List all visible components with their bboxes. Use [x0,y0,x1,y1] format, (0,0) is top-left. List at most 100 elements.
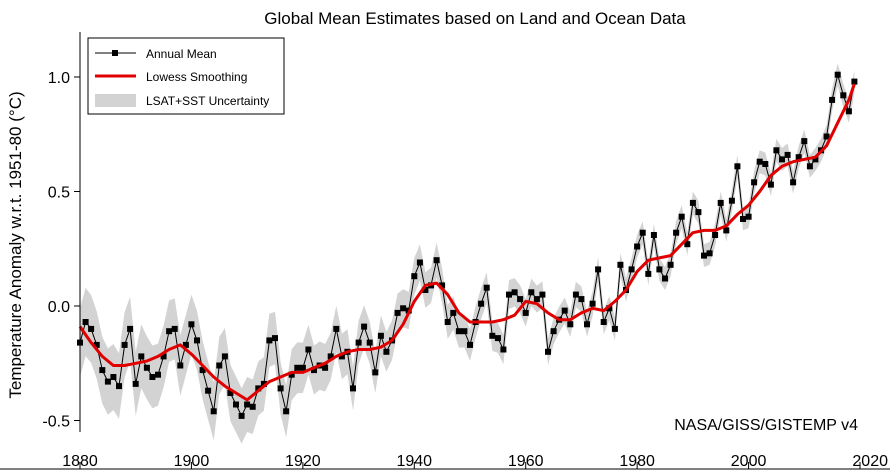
annual-mean-point [678,213,685,220]
annual-mean-point [589,300,596,307]
source-annotation: NASA/GISS/GISTEMP v4 [674,417,858,434]
x-tick-label: 1940 [396,453,432,470]
annual-mean-point [522,309,529,316]
x-tick-label: 1900 [174,453,210,470]
annual-mean-point [572,291,579,298]
annual-mean-point [383,348,390,355]
annual-mean-point [494,335,501,342]
annual-mean-point [784,151,791,158]
annual-mean-point [338,353,345,360]
annual-mean-point [455,328,462,335]
annual-mean-point [422,287,429,293]
annual-mean-point [606,305,613,312]
annual-mean-point [840,92,847,99]
legend-uncertainty-label: LSAT+SST Uncertainty [146,94,269,108]
y-tick-label: 0.0 [48,299,70,316]
annual-mean-point [233,401,239,408]
y-tick-label: 1.0 [48,70,70,87]
y-tick-label: -0.5 [42,414,70,431]
annual-mean-point [567,321,574,328]
uncertainty-band [80,63,855,444]
annual-mean-point [400,305,407,312]
chart-title: Global Mean Estimates based on Land and … [264,9,686,28]
annual-mean-point [299,364,306,371]
annual-mean-point [539,291,546,298]
annual-mean-point [506,291,512,298]
annual-mean-point [149,374,156,380]
annual-mean-point [662,275,668,282]
annual-mean-point [628,266,635,273]
annual-mean-point [689,199,696,206]
annual-mean-point [444,319,451,325]
annual-mean-point [361,323,368,330]
annual-mean-point [210,408,217,415]
annual-mean-point [283,408,290,415]
annual-mean-point [160,353,167,360]
annual-mean-point [394,309,401,316]
annual-mean-point [611,325,618,332]
annual-mean-point [143,364,150,371]
annual-mean-point [433,257,440,264]
annual-mean-point [773,147,780,154]
x-tick-label: 2020 [852,453,888,470]
annual-mean-point [155,371,161,378]
annual-mean-point [249,403,256,410]
x-tick-label: 1880 [62,453,98,470]
annual-mean-point [277,385,284,392]
annual-mean-point [801,138,808,145]
annual-mean-point [322,364,329,371]
annual-mean-point [255,385,262,392]
annual-mean-point [795,154,802,161]
annual-mean-point [740,216,746,222]
annual-mean-point [110,374,117,380]
annual-mean-point [684,241,691,248]
annual-mean-point [851,78,858,85]
y-tick-label: 0.5 [48,185,70,202]
annual-mean-point [244,401,251,408]
annual-mean-point [584,321,590,328]
annual-mean-point [845,108,852,115]
annual-mean-point [166,328,173,335]
annual-mean-point [121,341,128,348]
annual-mean-point [177,362,184,369]
annual-mean-point [528,289,535,296]
annual-mean-point [288,371,295,378]
annual-mean-point [823,133,830,140]
annual-mean-point [751,179,758,186]
annual-mean-point [127,325,134,332]
annual-mean-point [812,156,819,163]
annual-mean-point [194,337,200,344]
annual-mean-point [673,229,680,236]
annual-mean-point [645,270,652,277]
annual-mean-point [767,181,774,188]
annual-mean-point [829,96,836,103]
annual-mean-point [104,378,111,385]
x-tick-label: 1960 [508,453,544,470]
annual-mean-point [116,383,122,390]
annual-mean-point [745,213,752,220]
annual-mean-point [667,261,674,268]
annual-mean-point [695,209,702,216]
annual-mean-point [205,387,212,394]
x-ticks: 1880 1900 1920 1940 1960 1980 2000 2020 [62,453,888,470]
y-axis-label: Temperature Anomaly w.r.t. 1951-80 (°C) [6,91,25,398]
annual-mean-point [227,390,234,396]
annual-mean-point [238,412,245,419]
annual-mean-point [806,163,813,170]
annual-mean-point [93,341,100,348]
annual-mean-point [411,273,418,280]
annual-mean-point [199,367,206,374]
x-tick-label: 2000 [731,453,767,470]
annual-mean-point [372,369,379,376]
annual-mean-point [545,348,551,355]
annual-mean-point [99,367,106,374]
annual-mean-point [132,380,139,387]
annual-mean-point [717,199,724,206]
legend-annual-marker [112,50,118,56]
x-tick-label: 1920 [285,453,321,470]
axes [0,32,890,470]
annual-mean-point [461,328,468,335]
annual-mean-point [550,328,557,335]
annual-mean-point [171,325,178,332]
